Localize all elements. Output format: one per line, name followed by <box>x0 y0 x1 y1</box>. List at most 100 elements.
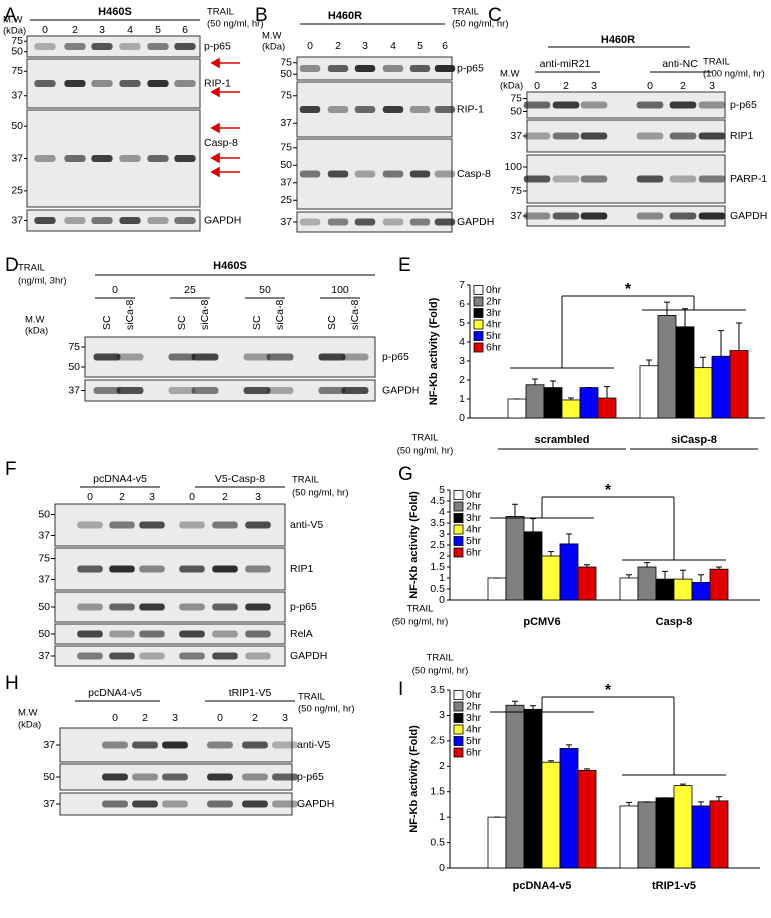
significance-mark: * <box>605 482 612 499</box>
blot-label: RIP-1 <box>204 77 231 89</box>
blot-band <box>109 652 135 660</box>
lane-label: 6 <box>442 40 448 52</box>
y-tick-label: 0.5 <box>430 836 445 848</box>
bar <box>655 797 675 869</box>
mw-marker: 50 <box>11 120 23 132</box>
legend-swatch <box>453 490 464 500</box>
blot-band <box>179 603 205 611</box>
blot-band <box>64 43 86 50</box>
legend-swatch <box>453 724 464 735</box>
error-bar <box>550 380 556 388</box>
mw-header: (kDa) <box>500 81 523 92</box>
lane-label: 3 <box>149 491 155 503</box>
blot-band <box>64 217 86 224</box>
bar <box>543 387 563 419</box>
blot-band <box>64 80 86 87</box>
blot-band <box>139 603 165 611</box>
legend-label: 4hr <box>466 523 482 535</box>
blot-label: GAPDH <box>730 210 767 222</box>
blot-band <box>669 175 697 183</box>
blot-band <box>580 101 608 109</box>
legend-label: 5hr <box>466 735 482 747</box>
y-tick-label: 1 <box>439 572 445 584</box>
blot-label: p-p65 <box>204 40 231 52</box>
legend-label: 6hr <box>486 341 502 353</box>
blot-band <box>109 565 135 573</box>
blot-band <box>266 387 294 394</box>
blot-band <box>272 773 298 781</box>
blot-band <box>179 521 205 529</box>
blot-label: PARP-1 <box>730 173 767 185</box>
legend-swatch <box>453 690 464 700</box>
mw-marker: 37 <box>43 798 55 810</box>
y-tick-label: 3.5 <box>430 517 445 529</box>
y-tick-label: 1 <box>439 811 445 823</box>
error-bar <box>584 564 590 567</box>
legend-label: 6hr <box>466 546 482 558</box>
blot-band <box>327 106 349 113</box>
treatment-label: TRAIL <box>18 263 45 274</box>
mw-marker: 37 <box>280 177 292 189</box>
blot-band <box>523 175 551 183</box>
y-tick-label: 1 <box>459 393 465 405</box>
mw-marker: 75 <box>280 90 292 102</box>
blot-band <box>102 773 128 781</box>
mw-marker: 37 <box>38 650 50 662</box>
blot-band <box>91 155 113 162</box>
mw-marker: 37 <box>510 130 522 142</box>
blot-label: p-p65 <box>730 99 757 111</box>
treatment-label: TRAIL <box>298 692 325 703</box>
blot-label: RelA <box>290 628 313 640</box>
blot-band <box>409 170 431 178</box>
treatment-label: (50 ng/ml, hr) <box>298 704 355 715</box>
blot-band <box>139 521 165 529</box>
blot-band <box>212 603 238 611</box>
blot-label: GAPDH <box>382 384 419 396</box>
blot-label: RIP-1 <box>457 103 484 115</box>
blot-band <box>207 800 233 808</box>
legend-label: 5hr <box>486 330 502 342</box>
mw-marker: 50 <box>38 601 50 613</box>
mw-marker: 50 <box>68 361 80 373</box>
arrow-head <box>210 166 220 178</box>
panel-letter: I <box>398 679 403 700</box>
bar <box>487 816 507 869</box>
blot-band <box>327 170 349 178</box>
panel-letter: A <box>4 5 17 26</box>
lane-label: SC <box>251 315 263 330</box>
blot-band <box>318 387 346 394</box>
mw-marker: 37 <box>38 573 50 585</box>
panel-letter: G <box>398 464 413 485</box>
blot-band <box>147 217 169 224</box>
error-bar <box>548 551 554 556</box>
legend-swatch <box>473 319 484 330</box>
blot-band <box>434 65 456 72</box>
mw-marker: 25 <box>280 194 292 206</box>
mw-marker: 100 <box>504 161 522 173</box>
blot-band <box>77 630 103 638</box>
bar <box>657 314 677 419</box>
blot-label: p-p65 <box>457 62 484 74</box>
treatment-label: (50 ng/ml, hr) <box>412 666 469 677</box>
error-bar <box>530 705 536 710</box>
blot-band <box>91 43 113 50</box>
lane-label: 0 <box>189 491 195 503</box>
blot-band <box>245 603 271 611</box>
blot-band <box>132 741 158 749</box>
blot-band <box>91 217 113 224</box>
blot-band <box>354 170 376 178</box>
bar <box>673 578 693 601</box>
bar <box>637 566 657 601</box>
group-label: V5-Casp-8 <box>215 473 265 485</box>
mw-marker: 50 <box>510 105 522 117</box>
arrow-head <box>210 57 220 69</box>
blot-band <box>179 565 205 573</box>
blot-band <box>119 80 141 87</box>
y-tick-label: 5 <box>459 317 465 329</box>
y-tick-label: 2.5 <box>430 735 445 747</box>
mw-header: (kDa) <box>262 42 285 53</box>
lane-label: 3 <box>282 712 288 724</box>
blot-band <box>162 800 188 808</box>
lane-label: 0 <box>87 491 93 503</box>
